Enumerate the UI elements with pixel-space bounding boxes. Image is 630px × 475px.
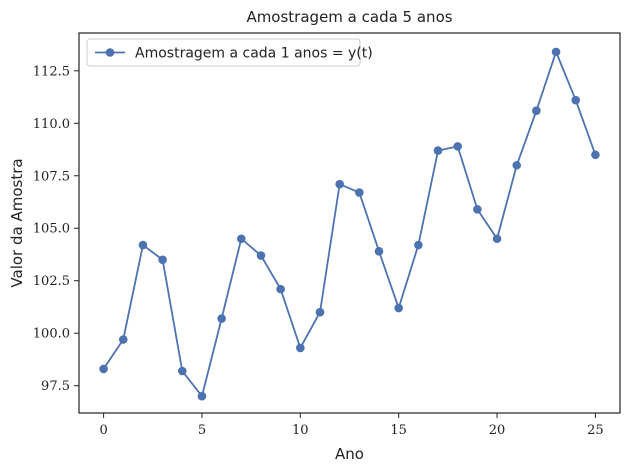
x-tick-label: 0 [99, 423, 107, 438]
data-point [138, 240, 148, 250]
data-point [394, 303, 403, 313]
data-point [118, 335, 128, 344]
legend: Amostragem a cada 1 anos = y(t) [86, 38, 373, 67]
data-point [591, 150, 600, 160]
y-tick-label: 107.5 [33, 169, 70, 184]
data-point [512, 160, 522, 170]
data-point [256, 251, 266, 260]
data-point [99, 364, 108, 374]
series-line [102, 51, 597, 398]
plot-frame [78, 32, 621, 414]
data-point [276, 284, 285, 294]
legend-marker [105, 48, 115, 57]
data-point [158, 255, 167, 265]
data-point [296, 343, 305, 353]
data-point [355, 188, 364, 197]
data-point [177, 366, 187, 376]
data-point [532, 106, 541, 115]
data-point [237, 234, 246, 244]
chart-title: Amostragem a cada 5 anos [246, 8, 452, 26]
x-tick-label: 5 [198, 423, 206, 438]
data-point [571, 95, 581, 105]
data-point [453, 142, 463, 151]
data-point [551, 47, 561, 57]
x-tick-label: 20 [489, 423, 506, 438]
data-point [374, 247, 384, 256]
data-point [217, 314, 226, 323]
data-point [414, 240, 423, 250]
y-tick-label: 100.0 [33, 327, 70, 342]
x-axis-label: Ano [335, 445, 364, 463]
x-tick-label: 15 [390, 423, 407, 438]
data-point [492, 234, 502, 244]
y-tick-label: 102.5 [33, 274, 70, 289]
data-point [473, 205, 482, 214]
data-point [433, 146, 443, 155]
y-tick-label: 112.5 [33, 64, 70, 79]
y-tick-label: 110.0 [33, 117, 70, 132]
legend-box [86, 38, 361, 67]
y-tick-label: 105.0 [33, 222, 70, 237]
plot-area: 0 5 10 15 20 25 97.5 100.0 102.5 105.0 107.5 110.0 1… [33, 32, 621, 438]
x-tick-label: 25 [587, 423, 604, 438]
y-tick-label: 97.5 [41, 379, 70, 394]
data-point [315, 307, 325, 317]
y-axis-label: Valor da Amostra [8, 158, 26, 287]
legend-label: Amostragem a cada 1 anos = y(t) [135, 46, 373, 62]
data-point [197, 391, 207, 401]
data-point [335, 179, 344, 189]
x-tick-label: 10 [292, 423, 309, 438]
